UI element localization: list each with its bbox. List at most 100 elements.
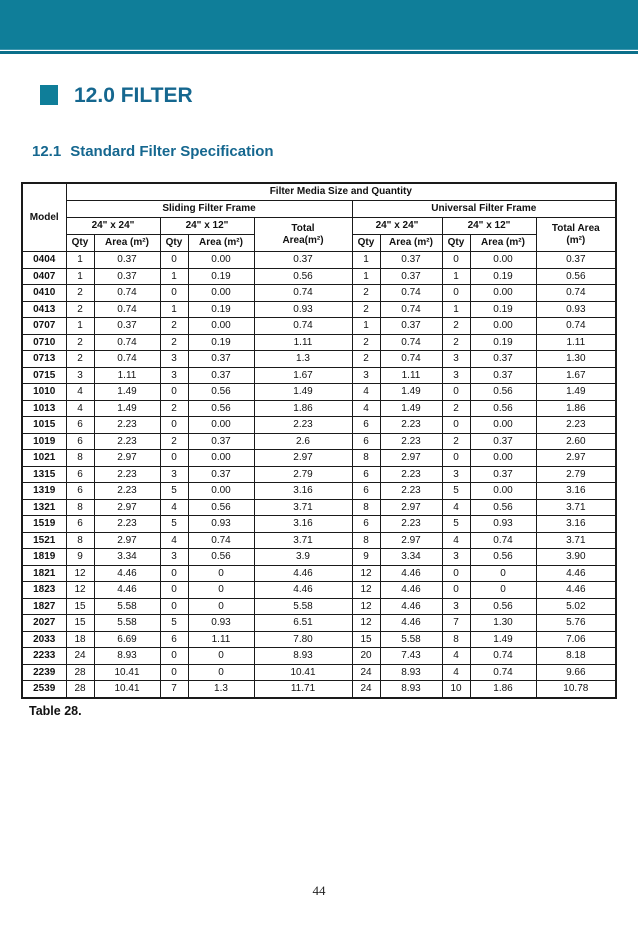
value-cell: 1.67 <box>535 366 617 384</box>
value-cell: 0.56 <box>469 399 537 417</box>
value-cell: 5 <box>159 614 189 632</box>
value-cell: 0 <box>441 581 471 599</box>
value-cell: 0.74 <box>535 284 617 302</box>
value-cell: 8 <box>441 630 471 648</box>
value-cell: 0.19 <box>469 333 537 351</box>
value-cell: 0.56 <box>187 498 255 516</box>
filter-spec-table: Model Filter Media Size and Quantity Sli… <box>21 182 618 699</box>
value-cell: 0 <box>159 251 189 269</box>
value-cell: 12 <box>65 564 95 582</box>
value-cell: 0.37 <box>469 465 537 483</box>
value-cell: 3 <box>159 366 189 384</box>
value-cell: 0.00 <box>187 284 255 302</box>
value-cell: 0.37 <box>469 350 537 368</box>
value-cell: 3.71 <box>535 531 617 549</box>
value-cell: 1.67 <box>253 366 353 384</box>
value-cell: 0.74 <box>379 284 443 302</box>
value-cell: 5.58 <box>379 630 443 648</box>
value-cell: 1.49 <box>535 383 617 401</box>
value-cell: 6.51 <box>253 614 353 632</box>
value-cell: 6 <box>351 465 381 483</box>
value-cell: 0.74 <box>93 300 161 318</box>
table-row: 2033 18 6.69 6 1.11 7.80 15 5.58 8 1.49 7.06 <box>21 630 617 648</box>
value-cell: 1.30 <box>469 614 537 632</box>
value-cell: 0.74 <box>93 350 161 368</box>
value-cell: 6 <box>351 515 381 533</box>
value-cell: 15 <box>351 630 381 648</box>
model-cell: 0710 <box>21 333 67 351</box>
model-cell: 2033 <box>21 630 67 648</box>
value-cell: 9 <box>351 548 381 566</box>
value-cell: 2.97 <box>379 531 443 549</box>
value-cell: 0.00 <box>469 284 537 302</box>
value-cell: 0 <box>159 597 189 615</box>
value-cell: 0.74 <box>379 333 443 351</box>
value-cell: 0.74 <box>253 317 353 335</box>
value-cell: 10.78 <box>535 680 617 698</box>
value-cell: 0.37 <box>187 465 255 483</box>
value-cell: 2.23 <box>253 416 353 434</box>
filter-spec-table-body: 0404 1 0.37 0 0.00 0.37 1 0.37 0 0.00 0.37 0407 1 0.3… <box>21 251 617 698</box>
value-cell: 1.86 <box>535 399 617 417</box>
value-cell: 4 <box>441 498 471 516</box>
model-cell: 2239 <box>21 663 67 681</box>
value-cell: 7.80 <box>253 630 353 648</box>
value-cell: 0 <box>469 564 537 582</box>
col-header-qty: Qty <box>441 234 471 252</box>
value-cell: 9 <box>65 548 95 566</box>
value-cell: 0.00 <box>187 416 255 434</box>
model-cell: 2027 <box>21 614 67 632</box>
value-cell: 1.49 <box>253 383 353 401</box>
value-cell: 0.93 <box>469 515 537 533</box>
value-cell: 2.23 <box>379 432 443 450</box>
value-cell: 0 <box>159 284 189 302</box>
universal-total-line2: (m²) <box>566 234 586 246</box>
value-cell: 6 <box>351 432 381 450</box>
value-cell: 3.71 <box>253 498 353 516</box>
value-cell: 2 <box>159 333 189 351</box>
model-cell: 1321 <box>21 498 67 516</box>
value-cell: 4.46 <box>253 564 353 582</box>
value-cell: 3.71 <box>535 498 617 516</box>
table-row: 1010 4 1.49 0 0.56 1.49 4 1.49 0 0.56 1.49 <box>21 383 617 401</box>
value-cell: 2 <box>65 300 95 318</box>
value-cell: 0.19 <box>469 300 537 318</box>
model-cell: 1827 <box>21 597 67 615</box>
value-cell: 0.00 <box>469 416 537 434</box>
value-cell: 0 <box>159 383 189 401</box>
value-cell: 8 <box>65 449 95 467</box>
value-cell: 18 <box>65 630 95 648</box>
value-cell: 3 <box>441 597 471 615</box>
value-cell: 2.23 <box>93 465 161 483</box>
value-cell: 3.9 <box>253 548 353 566</box>
value-cell: 0.19 <box>187 300 255 318</box>
col-header-qty: Qty <box>351 234 381 252</box>
value-cell: 4 <box>441 647 471 665</box>
value-cell: 10 <box>441 680 471 698</box>
value-cell: 2.79 <box>535 465 617 483</box>
value-cell: 0.74 <box>469 531 537 549</box>
value-cell: 0.74 <box>93 333 161 351</box>
value-cell: 1.11 <box>379 366 443 384</box>
value-cell: 0.37 <box>469 366 537 384</box>
value-cell: 2 <box>441 333 471 351</box>
value-cell: 24 <box>65 647 95 665</box>
value-cell: 1.3 <box>253 350 353 368</box>
value-cell: 0.19 <box>187 267 255 285</box>
value-cell: 8 <box>65 498 95 516</box>
value-cell: 2.97 <box>535 449 617 467</box>
col-header-area: Area (m²) <box>379 234 443 252</box>
value-cell: 2 <box>441 399 471 417</box>
value-cell: 0.37 <box>379 317 443 335</box>
table-row: 1519 6 2.23 5 0.93 3.16 6 2.23 5 0.93 3.16 <box>21 515 617 533</box>
value-cell: 4 <box>441 531 471 549</box>
value-cell: 8.93 <box>253 647 353 665</box>
model-cell: 2233 <box>21 647 67 665</box>
table-row: 1823 12 4.46 0 0 4.46 12 4.46 0 0 4.46 <box>21 581 617 599</box>
value-cell: 1 <box>65 317 95 335</box>
value-cell: 3 <box>159 548 189 566</box>
model-cell: 1021 <box>21 449 67 467</box>
value-cell: 0 <box>187 647 255 665</box>
value-cell: 5.76 <box>535 614 617 632</box>
value-cell: 2.97 <box>379 449 443 467</box>
